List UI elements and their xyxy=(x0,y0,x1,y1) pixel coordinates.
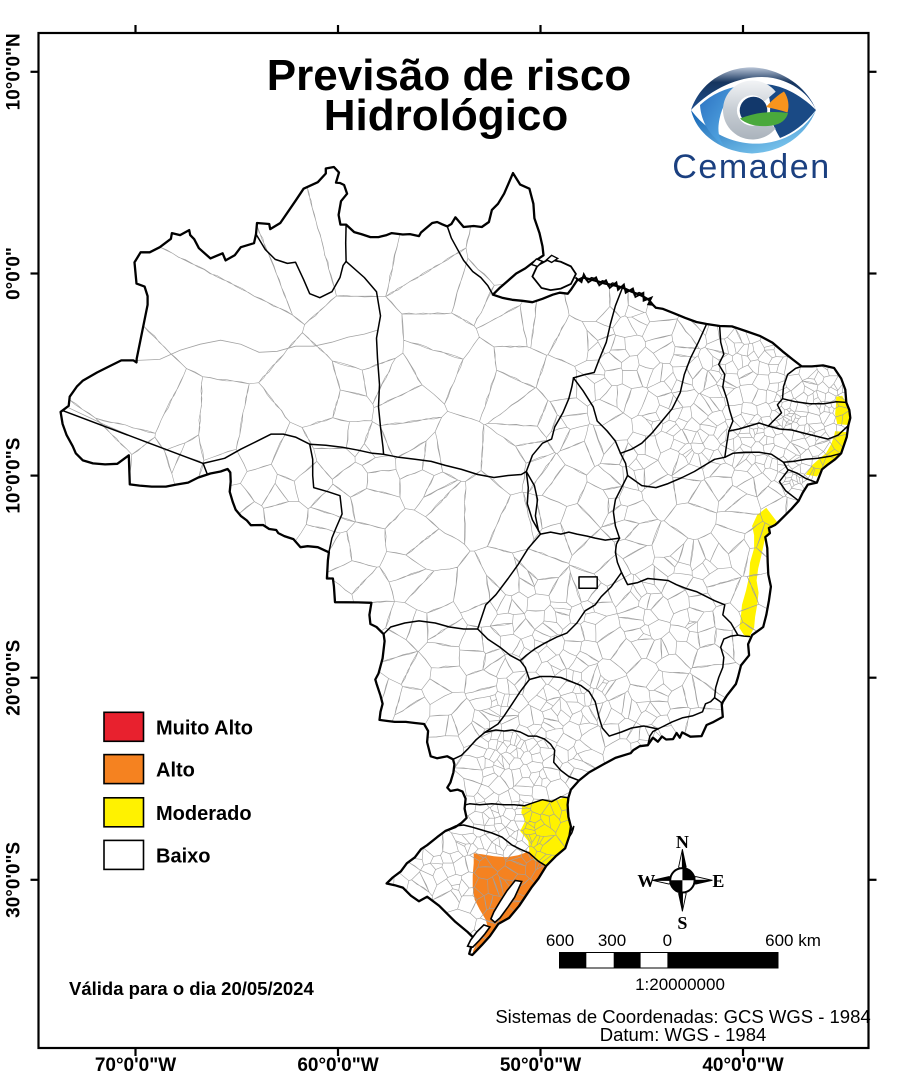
svg-text:1:20000000: 1:20000000 xyxy=(635,975,725,994)
svg-text:Baixo: Baixo xyxy=(156,845,210,867)
svg-text:E: E xyxy=(712,871,724,891)
svg-text:Cemaden: Cemaden xyxy=(672,148,831,186)
svg-text:600 km: 600 km xyxy=(765,931,821,950)
svg-text:Moderado: Moderado xyxy=(156,803,252,825)
svg-text:Sistemas de Coordenadas: GCS W: Sistemas de Coordenadas: GCS WGS - 1984 xyxy=(495,1006,870,1027)
svg-text:S: S xyxy=(677,913,687,933)
svg-text:50°0'0"W: 50°0'0"W xyxy=(500,1055,581,1076)
svg-text:70°0'0"W: 70°0'0"W xyxy=(95,1055,176,1076)
svg-text:Muito Alto: Muito Alto xyxy=(156,717,253,739)
svg-text:Alto: Alto xyxy=(156,760,195,782)
svg-text:300: 300 xyxy=(598,931,626,950)
svg-text:40°0'0"W: 40°0'0"W xyxy=(702,1055,783,1076)
svg-text:600: 600 xyxy=(546,931,574,950)
svg-text:10°0'0"S: 10°0'0"S xyxy=(4,438,25,514)
svg-text:20°0'0"S: 20°0'0"S xyxy=(4,640,25,716)
svg-text:N: N xyxy=(676,832,689,852)
svg-text:60°0'0"W: 60°0'0"W xyxy=(297,1055,378,1076)
svg-text:Hidrológico: Hidrológico xyxy=(324,91,568,140)
svg-text:0°0'0": 0°0'0" xyxy=(4,247,25,300)
svg-text:W: W xyxy=(637,871,655,891)
svg-text:30°0'0"S: 30°0'0"S xyxy=(4,842,25,918)
svg-text:10°0'0"N: 10°0'0"N xyxy=(4,33,25,110)
svg-text:0: 0 xyxy=(663,931,672,950)
svg-text:Válida para o dia 20/05/2024: Válida para o dia 20/05/2024 xyxy=(69,978,314,999)
svg-text:Previsão de risco: Previsão de risco xyxy=(267,51,631,100)
svg-text:Datum: WGS - 1984: Datum: WGS - 1984 xyxy=(600,1024,767,1045)
